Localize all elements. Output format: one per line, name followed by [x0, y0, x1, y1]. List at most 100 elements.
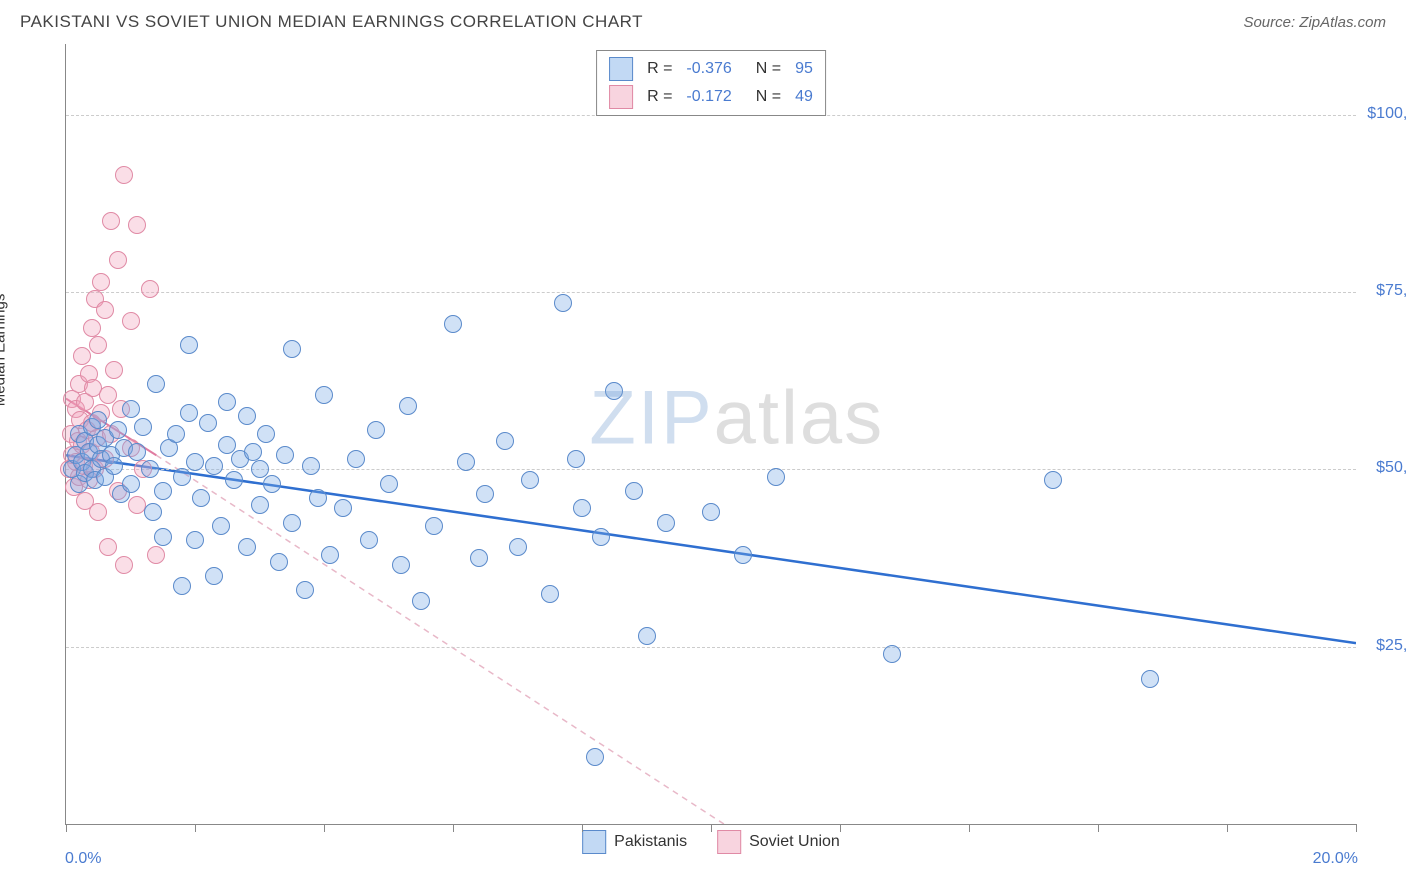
data-point — [96, 301, 114, 319]
data-point — [657, 514, 675, 532]
data-point — [457, 453, 475, 471]
x-axis-min: 0.0% — [65, 850, 101, 868]
legend-item: Soviet Union — [717, 830, 840, 854]
data-point — [573, 499, 591, 517]
data-point — [399, 397, 417, 415]
data-point — [283, 340, 301, 358]
data-point — [154, 482, 172, 500]
legend-swatch — [609, 57, 633, 81]
gridline — [66, 647, 1356, 648]
data-point — [186, 531, 204, 549]
data-point — [296, 581, 314, 599]
data-point — [89, 336, 107, 354]
legend-swatch — [717, 830, 741, 854]
data-point — [567, 450, 585, 468]
data-point — [167, 425, 185, 443]
data-point — [302, 457, 320, 475]
x-tick — [1356, 824, 1357, 832]
legend-item: Pakistanis — [582, 830, 687, 854]
data-point — [1141, 670, 1159, 688]
legend-swatch — [609, 85, 633, 109]
data-point — [883, 645, 901, 663]
data-point — [144, 503, 162, 521]
data-point — [767, 468, 785, 486]
data-point — [509, 538, 527, 556]
data-point — [218, 393, 236, 411]
data-point — [470, 549, 488, 567]
data-point — [257, 425, 275, 443]
n-label: N = — [756, 60, 781, 78]
y-tick-label: $75,000 — [1376, 282, 1406, 300]
r-label: R = — [647, 60, 672, 78]
data-point — [444, 315, 462, 333]
n-value: 95 — [795, 60, 813, 78]
data-point — [334, 499, 352, 517]
y-tick-label: $25,000 — [1376, 637, 1406, 655]
data-point — [186, 453, 204, 471]
data-point — [128, 443, 146, 461]
data-point — [309, 489, 327, 507]
x-tick — [1098, 824, 1099, 832]
data-point — [263, 475, 281, 493]
series-legend: Pakistanis Soviet Union — [582, 830, 840, 854]
data-point — [128, 216, 146, 234]
data-point — [605, 382, 623, 400]
r-value: -0.376 — [686, 60, 731, 78]
data-point — [360, 531, 378, 549]
data-point — [251, 496, 269, 514]
data-point — [147, 546, 165, 564]
x-tick — [711, 824, 712, 832]
data-point — [321, 546, 339, 564]
data-point — [244, 443, 262, 461]
n-value: 49 — [795, 88, 813, 106]
data-point — [276, 446, 294, 464]
data-point — [99, 538, 117, 556]
legend-row: R = -0.376 N = 95 — [609, 55, 813, 83]
x-tick — [969, 824, 970, 832]
n-label: N = — [756, 88, 781, 106]
data-point — [586, 748, 604, 766]
data-point — [625, 482, 643, 500]
data-point — [521, 471, 539, 489]
data-point — [154, 528, 172, 546]
data-point — [92, 273, 110, 291]
r-value: -0.172 — [686, 88, 731, 106]
data-point — [283, 514, 301, 532]
x-tick — [840, 824, 841, 832]
x-tick — [66, 824, 67, 832]
data-point — [147, 375, 165, 393]
chart-title: PAKISTANI VS SOVIET UNION MEDIAN EARNING… — [20, 12, 643, 32]
data-point — [173, 468, 191, 486]
data-point — [205, 567, 223, 585]
gridline — [66, 292, 1356, 293]
data-point — [270, 553, 288, 571]
data-point — [496, 432, 514, 450]
data-point — [180, 404, 198, 422]
y-tick-label: $100,000 — [1367, 105, 1406, 123]
legend-label: Soviet Union — [749, 833, 840, 851]
data-point — [134, 418, 152, 436]
data-point — [554, 294, 572, 312]
data-point — [315, 386, 333, 404]
x-tick — [324, 824, 325, 832]
data-point — [105, 457, 123, 475]
data-point — [212, 517, 230, 535]
source-attribution: Source: ZipAtlas.com — [1243, 14, 1386, 31]
x-tick — [195, 824, 196, 832]
data-point — [173, 577, 191, 595]
correlation-legend: R = -0.376 N = 95 R = -0.172 N = 49 — [596, 50, 826, 116]
data-point — [541, 585, 559, 603]
data-point — [392, 556, 410, 574]
data-point — [192, 489, 210, 507]
r-label: R = — [647, 88, 672, 106]
data-point — [638, 627, 656, 645]
data-point — [122, 312, 140, 330]
data-point — [83, 319, 101, 337]
data-point — [367, 421, 385, 439]
x-tick — [453, 824, 454, 832]
data-point — [122, 400, 140, 418]
data-point — [89, 411, 107, 429]
y-tick-label: $50,000 — [1376, 459, 1406, 477]
y-axis-label: Median Earnings — [0, 294, 9, 407]
data-point — [476, 485, 494, 503]
